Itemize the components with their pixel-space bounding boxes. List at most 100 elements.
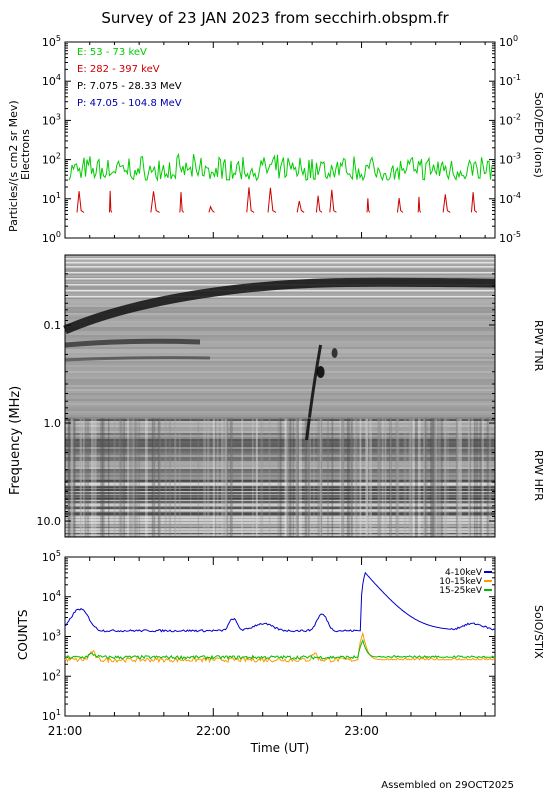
spectrogram-texture — [433, 418, 437, 537]
spectrogram-texture — [459, 418, 463, 537]
rpw-panel-frame — [64, 254, 496, 538]
spectrogram-channel — [65, 451, 495, 453]
spectrogram-channel — [65, 297, 495, 299]
spectrogram-channel — [65, 307, 495, 309]
epd-red-segment — [246, 187, 255, 213]
spectrogram-texture — [487, 418, 489, 537]
spectrogram-texture — [414, 418, 418, 537]
spectrogram-channel — [65, 419, 495, 421]
page-title: Survey of 23 JAN 2023 from secchirh.obsp… — [101, 9, 449, 27]
spectrogram-channel — [65, 461, 495, 463]
spectrogram-band — [65, 266, 495, 268]
spectrogram-hfr-band — [65, 492, 495, 494]
spectrogram-texture — [242, 418, 244, 537]
spectrogram-texture — [313, 418, 315, 537]
spectrogram-texture — [389, 418, 392, 537]
spectrogram-channel — [65, 387, 495, 389]
spectrogram-texture — [260, 418, 264, 537]
spectrogram-hfr-band — [65, 516, 495, 518]
spectrogram-channel — [65, 447, 495, 449]
spectrogram-texture — [241, 418, 244, 537]
spectrogram-texture — [339, 418, 341, 537]
spectrogram-texture — [307, 418, 310, 537]
spectrogram-texture — [474, 418, 476, 537]
spectrogram-channel — [65, 303, 495, 305]
spectrogram-channel — [65, 351, 495, 353]
spectrogram-channel — [65, 333, 495, 335]
spectrogram-texture — [168, 418, 172, 537]
spectrogram-texture — [118, 418, 121, 537]
stix-y-tick-label: 105 — [42, 549, 61, 564]
spectrogram-channel — [65, 327, 495, 329]
time-tick-label: 23:00 — [344, 724, 379, 738]
spectrogram-channel — [65, 369, 495, 371]
epd-red-segment — [396, 197, 404, 213]
spectrogram-texture — [157, 418, 160, 537]
spectrogram-channel — [65, 293, 495, 295]
spectrogram-channel — [65, 305, 495, 307]
spectrogram-hfr-band — [65, 507, 495, 509]
spectrogram-texture — [82, 418, 85, 537]
spectrogram-texture — [292, 418, 294, 537]
spectrogram-channel — [65, 309, 495, 311]
spectrogram-channel — [65, 329, 495, 331]
epd-red-segment — [366, 198, 371, 213]
spectrogram-hfr-band — [65, 498, 495, 500]
spectrogram-channel — [65, 449, 495, 451]
stix-y-tick-label: 104 — [42, 589, 61, 604]
spectrogram-texture — [377, 418, 381, 537]
spectrogram-channel — [65, 275, 495, 277]
spectrogram-texture — [307, 418, 309, 537]
spectrogram-texture — [438, 418, 440, 537]
spectrogram-channel — [65, 367, 495, 369]
spectrogram-channel — [65, 437, 495, 439]
spectrogram-hfr-band — [65, 495, 495, 497]
spectrogram-channel — [65, 353, 495, 355]
spectrogram-channel — [65, 429, 495, 431]
spectrogram-texture — [370, 418, 373, 537]
epd-ylabel-electrons: Electrons — [19, 129, 32, 180]
spectrogram-texture — [129, 418, 132, 537]
spectrogram-channel — [65, 321, 495, 323]
spectrogram-texture — [341, 418, 345, 537]
epd-panel-frame — [64, 41, 496, 239]
spectrogram-channel — [65, 349, 495, 351]
spectrogram-channel — [65, 393, 495, 395]
spectrogram-band — [65, 290, 495, 292]
spectrogram-texture — [295, 418, 299, 537]
spectrogram-texture — [423, 418, 426, 537]
epd-red-segment — [442, 194, 451, 213]
spectrogram-channel — [65, 341, 495, 343]
freq-tick-label: 0.1 — [44, 319, 62, 332]
spectrogram-channel — [65, 471, 495, 473]
spectrogram-texture — [304, 418, 307, 537]
spectrogram-texture — [327, 418, 329, 537]
spectrogram-texture — [279, 418, 282, 537]
spectrogram-channel — [65, 379, 495, 381]
spectrogram-texture — [426, 418, 428, 537]
spectrogram-texture — [444, 418, 447, 537]
spectrogram-band — [65, 278, 495, 280]
epd-ylabel: Particles/(s cm2 sr Mev) — [7, 100, 20, 232]
spectrogram-texture — [216, 418, 219, 537]
spectrogram-texture — [229, 418, 231, 537]
stix-legend-entry: 10-15keV — [439, 577, 483, 587]
spectrogram-texture — [447, 418, 449, 537]
spectrogram-channel — [65, 319, 495, 321]
stix-y-tick-label: 101 — [42, 708, 61, 723]
spectrogram-channel — [65, 473, 495, 475]
spectrogram-channel — [65, 267, 495, 269]
spectrogram-channel — [65, 457, 495, 459]
stix-right-label: SolO/STIX — [532, 605, 545, 659]
spectrogram-texture — [436, 418, 439, 537]
spectrogram-texture — [131, 418, 134, 537]
epd-legend-entry: E: 282 - 397 keV — [77, 64, 160, 75]
epd-y2-tick-label: 100 — [499, 34, 518, 49]
spectrogram-channel — [65, 401, 495, 403]
spectrogram-channel — [65, 463, 495, 465]
spectrogram-texture — [444, 418, 446, 537]
spectrogram-channel — [65, 357, 495, 359]
spectrogram-texture — [440, 418, 443, 537]
spectrogram-channel — [65, 355, 495, 357]
spectrogram-channel — [65, 365, 495, 367]
